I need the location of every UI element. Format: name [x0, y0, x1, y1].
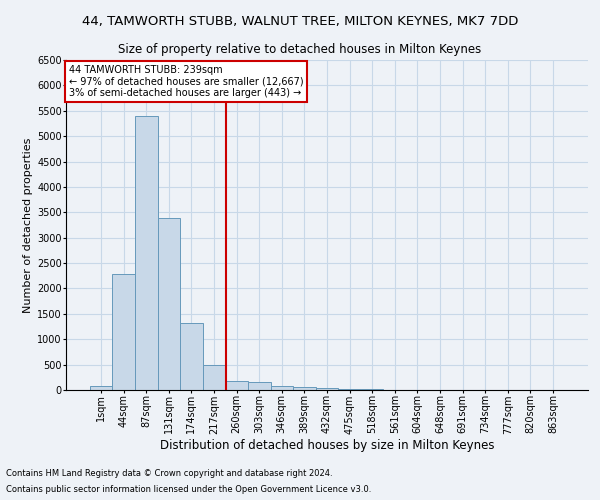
Bar [226, 380, 248, 390]
Text: 44, TAMWORTH STUBB, WALNUT TREE, MILTON KEYNES, MK7 7DD: 44, TAMWORTH STUBB, WALNUT TREE, MILTON … [82, 15, 518, 28]
Text: 44 TAMWORTH STUBB: 239sqm
← 97% of detached houses are smaller (12,667)
3% of se: 44 TAMWORTH STUBB: 239sqm ← 97% of detac… [68, 65, 303, 98]
Bar [293, 387, 316, 390]
X-axis label: Distribution of detached houses by size in Milton Keynes: Distribution of detached houses by size … [160, 439, 494, 452]
Bar [112, 274, 135, 390]
Bar [203, 365, 226, 390]
Bar [248, 382, 271, 390]
Bar [90, 386, 112, 390]
Bar [180, 323, 203, 390]
Bar [338, 389, 361, 390]
Bar [158, 218, 180, 390]
Bar [135, 116, 158, 390]
Bar [271, 386, 293, 390]
Text: Contains HM Land Registry data © Crown copyright and database right 2024.: Contains HM Land Registry data © Crown c… [6, 468, 332, 477]
Text: Size of property relative to detached houses in Milton Keynes: Size of property relative to detached ho… [118, 42, 482, 56]
Bar [316, 388, 338, 390]
Y-axis label: Number of detached properties: Number of detached properties [23, 138, 33, 312]
Text: Contains public sector information licensed under the Open Government Licence v3: Contains public sector information licen… [6, 485, 371, 494]
